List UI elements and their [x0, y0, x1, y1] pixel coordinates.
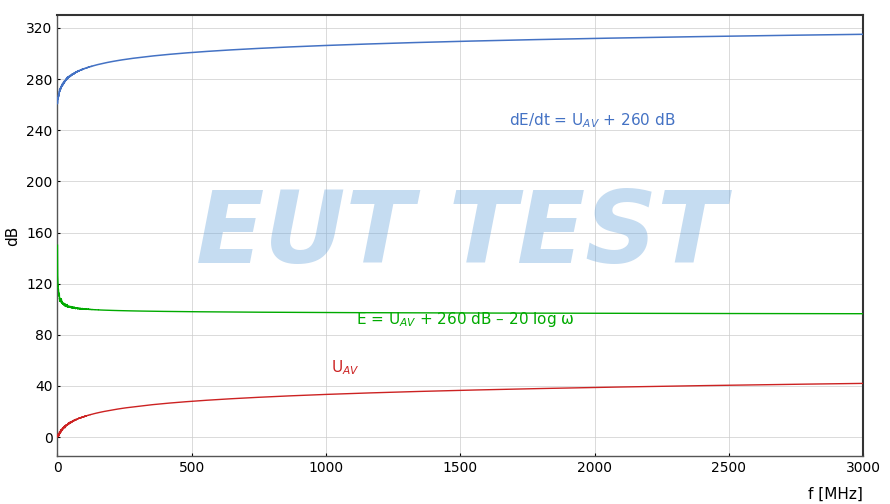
Text: dE/dt = U$_{AV}$ + 260 dB: dE/dt = U$_{AV}$ + 260 dB [509, 111, 676, 130]
Y-axis label: dB: dB [5, 226, 20, 246]
Text: U$_{AV}$: U$_{AV}$ [331, 358, 360, 377]
Text: EUT TEST: EUT TEST [196, 187, 725, 284]
Text: f [MHz]: f [MHz] [808, 487, 863, 502]
Text: E = U$_{AV}$ + 260 dB – 20 log ω: E = U$_{AV}$ + 260 dB – 20 log ω [356, 310, 574, 329]
